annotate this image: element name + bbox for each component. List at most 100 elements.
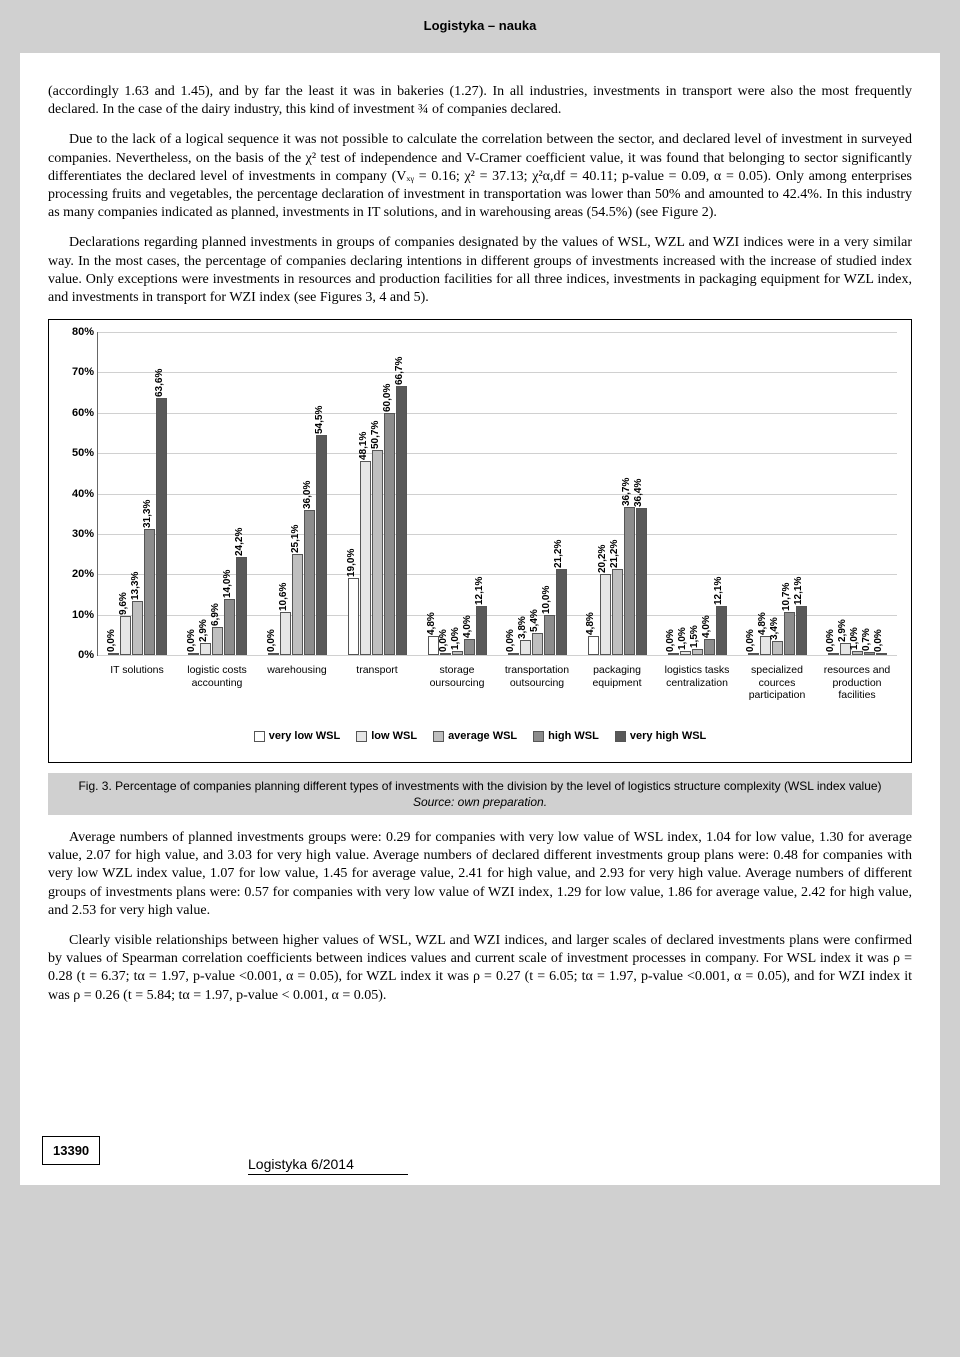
bar: 50,7%: [372, 450, 383, 655]
bar-value-label: 14,0%: [222, 569, 233, 599]
bar-value-label: 10,0%: [541, 585, 552, 615]
figure-caption-text: Fig. 3. Percentage of companies planning…: [56, 779, 904, 793]
bar: 10,7%: [784, 612, 795, 655]
legend-swatch: [615, 731, 626, 742]
bar: 20,2%: [600, 574, 611, 656]
bar-value-label: 13,3%: [130, 572, 141, 602]
bar: 54,5%: [316, 435, 327, 655]
bar-value-label: 60,0%: [382, 383, 393, 413]
paragraph-4: Average numbers of planned investments g…: [48, 829, 912, 920]
bar-value-label: 0,0%: [665, 629, 676, 654]
bar-value-label: 36,7%: [621, 478, 632, 508]
bar-group: 0,0%3,8%5,4%10,0%21,2%: [498, 332, 578, 655]
legend-item: high WSL: [533, 730, 599, 742]
bar: 60,0%: [384, 413, 395, 655]
bar: 0,0%: [508, 653, 519, 655]
bar-value-label: 21,2%: [609, 540, 620, 570]
bar: 3,4%: [772, 641, 783, 655]
bar-group: 4,8%20,2%21,2%36,7%36,4%: [577, 332, 657, 655]
bar: 5,4%: [532, 633, 543, 655]
bar-value-label: 10,7%: [781, 583, 792, 613]
paragraph-5: Clearly visible relationships between hi…: [48, 932, 912, 1005]
x-tick-label: specialized cources participation: [737, 660, 817, 704]
bar: 12,1%: [476, 606, 487, 655]
paragraph-3: Declarations regarding planned investmen…: [48, 234, 912, 307]
bar-value-label: 24,2%: [234, 528, 245, 558]
bar-value-label: 5,4%: [529, 609, 540, 634]
x-tick-label: resources and production facilities: [817, 660, 897, 704]
legend-item: very low WSL: [254, 730, 341, 742]
bar-value-label: 12,1%: [713, 577, 724, 607]
legend-item: very high WSL: [615, 730, 706, 742]
bar-value-label: 1,0%: [849, 627, 860, 652]
bar: 21,2%: [612, 569, 623, 655]
bar-value-label: 0,0%: [106, 629, 117, 654]
bar: 31,3%: [144, 529, 155, 655]
bar-value-label: 4,8%: [426, 612, 437, 637]
bar: 1,5%: [692, 649, 703, 655]
y-tick-label: 40%: [60, 488, 94, 500]
bar-value-label: 4,0%: [701, 615, 712, 640]
bar: 25,1%: [292, 554, 303, 655]
bar-group: 0,0%1,0%1,5%4,0%12,1%: [657, 332, 737, 655]
x-tick-label: transportation outsourcing: [497, 660, 577, 704]
bar: 1,0%: [680, 651, 691, 655]
page: Logistyka – nauka (accordingly 1.63 and …: [20, 0, 940, 1185]
bar-value-label: 3,4%: [769, 618, 780, 643]
bar-value-label: 12,1%: [793, 577, 804, 607]
bar-group: 0,0%2,9%6,9%14,0%24,2%: [178, 332, 258, 655]
legend-label: high WSL: [548, 730, 599, 742]
bar-value-label: 48,1%: [358, 432, 369, 462]
bar: 13,3%: [132, 601, 143, 655]
legend-swatch: [356, 731, 367, 742]
bar-value-label: 0,7%: [861, 628, 872, 653]
bar: 21,2%: [556, 569, 567, 655]
bar-value-label: 0,0%: [505, 629, 516, 654]
bar-value-label: 0,0%: [266, 629, 277, 654]
legend-swatch: [254, 731, 265, 742]
y-tick-label: 10%: [60, 609, 94, 621]
x-tick-label: warehousing: [257, 660, 337, 704]
bar: 66,7%: [396, 386, 407, 655]
bar-group: 0,0%10,6%25,1%36,0%54,5%: [258, 332, 338, 655]
y-tick-label: 30%: [60, 528, 94, 540]
paragraph-2: Due to the lack of a logical sequence it…: [48, 131, 912, 222]
figure-3-caption: Fig. 3. Percentage of companies planning…: [48, 773, 912, 815]
legend-label: average WSL: [448, 730, 517, 742]
x-tick-label: storage oursourcing: [417, 660, 497, 704]
y-tick-label: 80%: [60, 326, 94, 338]
bar: 10,6%: [280, 612, 291, 655]
bar: 36,4%: [636, 508, 647, 655]
bar: 1,0%: [452, 651, 463, 655]
bar-value-label: 36,4%: [633, 479, 644, 509]
bar: 12,1%: [796, 606, 807, 655]
legend-label: very high WSL: [630, 730, 706, 742]
content-block-top: (accordingly 1.63 and 1.45), and by far …: [20, 53, 940, 1185]
footer: 13390 Logistyka 6/2014: [48, 1125, 912, 1175]
bar-value-label: 4,8%: [757, 612, 768, 637]
y-tick-label: 20%: [60, 568, 94, 580]
x-tick-label: transport: [337, 660, 417, 704]
legend-item: average WSL: [433, 730, 517, 742]
bar: 12,1%: [716, 606, 727, 655]
bar-value-label: 2,9%: [837, 620, 848, 645]
bar-group: 0,0% 9,6%13,3%31,3% 63,6%: [98, 332, 178, 655]
bar: 4,8%: [588, 636, 599, 655]
bar: 0,0%: [668, 653, 679, 655]
bar-value-label: 20,2%: [597, 544, 608, 574]
bar: 0,0%: [108, 653, 119, 655]
legend-label: low WSL: [371, 730, 417, 742]
bar-value-label: 50,7%: [370, 421, 381, 451]
bar: 0,0%: [876, 653, 887, 655]
bar-value-label: 54,5%: [314, 406, 325, 436]
bar-value-label: 0,0%: [745, 629, 756, 654]
y-tick-label: 0%: [60, 649, 94, 661]
bar-value-label: 21,2%: [553, 540, 564, 570]
bar: 0,0%: [828, 653, 839, 655]
page-number: 13390: [42, 1136, 100, 1165]
bar-value-label: 9,6%: [118, 593, 129, 618]
x-tick-label: IT solutions: [97, 660, 177, 704]
bar-value-label: 3,8%: [517, 616, 528, 641]
y-tick-label: 60%: [60, 407, 94, 419]
bar-value-label: 63,6%: [154, 369, 165, 399]
